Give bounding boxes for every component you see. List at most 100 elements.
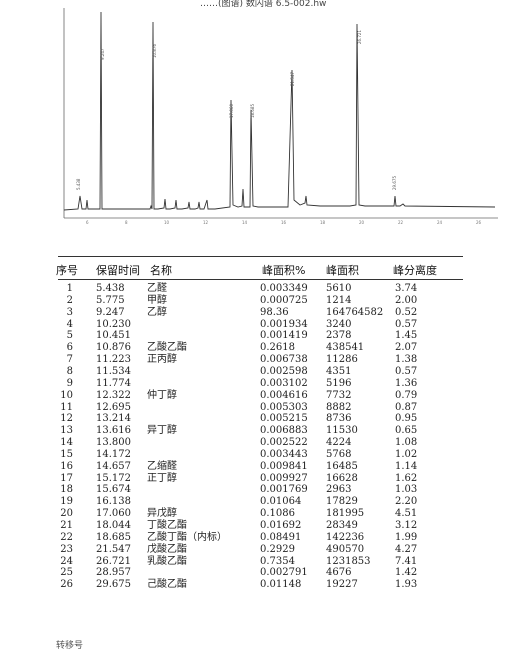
cell-area-pct: 0.006883 xyxy=(260,425,308,437)
cell-resolution: 2.20 xyxy=(395,496,418,508)
cell-no: 18 xyxy=(60,484,73,496)
table-row: 15 14.172 0.003443 5768 1.02 xyxy=(0,449,508,461)
cell-name: 乙缩醛 xyxy=(147,460,177,472)
cell-area: 5768 xyxy=(326,448,352,460)
svg-text:18: 18 xyxy=(320,220,326,225)
cell-retention-time: 15.674 xyxy=(96,484,131,496)
cell-resolution: 1.45 xyxy=(395,330,418,342)
cell-area-pct: 0.006738 xyxy=(260,354,308,366)
cell-area: 3240 xyxy=(326,318,352,330)
cell-no: 25 xyxy=(60,567,73,579)
svg-text:12: 12 xyxy=(203,220,209,225)
peak-label-3: 9.247 xyxy=(100,48,105,60)
cell-area-pct: 0.009841 xyxy=(260,460,308,472)
svg-text:22: 22 xyxy=(398,220,404,225)
cell-area: 11530 xyxy=(326,425,358,437)
table-row: 7 11.223 正丙醇 0.006738 11286 1.38 xyxy=(0,354,508,366)
col-header-area: 峰面积 xyxy=(326,264,359,277)
cell-name: 乙醇 xyxy=(147,306,167,318)
cell-name: 己酸乙酯 xyxy=(147,579,187,591)
cell-resolution: 1.36 xyxy=(395,377,418,389)
cell-retention-time: 13.214 xyxy=(96,413,131,425)
cell-no: 12 xyxy=(60,413,73,425)
cell-resolution: 0.57 xyxy=(395,365,418,377)
cell-area-pct: 0.005215 xyxy=(260,413,308,425)
cell-area-pct: 0.004616 xyxy=(260,389,308,401)
cell-retention-time: 11.534 xyxy=(96,365,131,377)
cell-resolution: 1.99 xyxy=(395,531,418,543)
footer-note: 转移号 xyxy=(56,641,84,651)
cell-area-pct: 0.001934 xyxy=(260,318,308,330)
cell-resolution: 7.41 xyxy=(395,555,418,567)
table-row: 14 13.800 0.002522 4224 1.08 xyxy=(0,437,508,449)
cell-resolution: 1.08 xyxy=(395,437,418,449)
cell-retention-time: 13.616 xyxy=(96,425,131,437)
table-row: 8 11.534 0.002598 4351 0.57 xyxy=(0,366,508,378)
table-row: 6 10.876 乙酸乙酯 0.2618 438541 2.07 xyxy=(0,342,508,354)
cell-retention-time: 21.547 xyxy=(96,543,131,555)
cell-resolution: 0.87 xyxy=(395,401,418,413)
cell-retention-time: 10.876 xyxy=(96,342,131,354)
x-ticks: 6 8 10 12 14 16 18 20 22 24 26 xyxy=(86,220,482,225)
table-row: 13 13.616 异丁醇 0.006883 11530 0.65 xyxy=(0,425,508,437)
cell-resolution: 1.02 xyxy=(395,448,418,460)
cell-area-pct: 0.003102 xyxy=(260,377,308,389)
chromatogram-header: ……(图谱) 数闪谱 6.5-002.hw xyxy=(200,0,326,9)
cell-name: 正丁醇 xyxy=(147,472,177,484)
cell-area: 17829 xyxy=(326,496,358,508)
cell-name: 乳酸乙酯 xyxy=(147,555,187,567)
cell-area: 11286 xyxy=(326,354,358,366)
cell-area: 8882 xyxy=(326,401,352,413)
cell-resolution: 2.00 xyxy=(395,294,418,306)
cell-no: 3 xyxy=(66,306,73,318)
cell-no: 5 xyxy=(66,330,73,342)
table-row: 20 17.060 异戊醇 0.1086 181995 4.51 xyxy=(0,508,508,520)
table-row: 11 12.695 0.005303 8882 0.87 xyxy=(0,402,508,414)
cell-area-pct: 0.002598 xyxy=(260,365,308,377)
cell-area: 5196 xyxy=(326,377,352,389)
cell-name: 戊酸乙酯 xyxy=(147,543,187,555)
cell-no: 24 xyxy=(60,555,73,567)
table-row: 21 18.044 丁酸乙酯 0.01692 28349 3.12 xyxy=(0,520,508,532)
cell-name: 乙酸丁酯（内标） xyxy=(147,531,227,543)
cell-retention-time: 11.774 xyxy=(96,377,131,389)
cell-retention-time: 18.044 xyxy=(96,520,131,531)
cell-retention-time: 10.230 xyxy=(96,318,131,330)
cell-retention-time: 12.322 xyxy=(96,389,131,401)
svg-text:14: 14 xyxy=(242,220,248,225)
cell-area-pct: 0.002791 xyxy=(260,567,308,579)
table-row: 17 15.172 正丁醇 0.009927 16628 1.62 xyxy=(0,473,508,485)
cell-area: 164764582 xyxy=(326,306,384,318)
cell-retention-time: 5.775 xyxy=(96,294,125,306)
cell-no: 4 xyxy=(66,318,73,330)
table-row: 24 26.721 乳酸乙酯 0.7354 1231853 7.41 xyxy=(0,556,508,568)
cell-resolution: 1.03 xyxy=(395,484,418,496)
cell-retention-time: 18.685 xyxy=(96,531,131,543)
cell-no: 22 xyxy=(60,531,73,543)
table-row: 9 11.774 0.003102 5196 1.36 xyxy=(0,378,508,390)
cell-name: 甲醇 xyxy=(147,294,167,306)
table-row: 12 13.214 0.005215 8736 0.95 xyxy=(0,413,508,425)
chromatogram-trace xyxy=(63,11,496,211)
cell-no: 23 xyxy=(60,543,73,555)
cell-name: 异丁醇 xyxy=(147,425,177,437)
cell-area: 1214 xyxy=(326,294,352,306)
cell-resolution: 2.07 xyxy=(395,342,418,354)
cell-area: 16485 xyxy=(326,460,358,472)
cell-area: 8736 xyxy=(326,413,352,425)
table-row: 23 21.547 戊酸乙酯 0.2929 490570 4.27 xyxy=(0,544,508,556)
cell-area: 2378 xyxy=(326,330,352,342)
table-row: 19 16.138 0.01064 17829 2.20 xyxy=(0,496,508,508)
cell-no: 8 xyxy=(66,365,73,377)
table-row: 16 14.657 乙缩醛 0.009841 16485 1.14 xyxy=(0,461,508,473)
svg-text:20: 20 xyxy=(359,220,365,225)
cell-no: 7 xyxy=(66,354,73,366)
cell-resolution: 3.74 xyxy=(395,283,418,294)
cell-area: 142236 xyxy=(326,531,365,543)
cell-resolution: 0.79 xyxy=(395,389,418,401)
cell-no: 21 xyxy=(60,520,73,531)
cell-area-pct: 0.002522 xyxy=(260,437,308,449)
cell-name: 丁酸乙酯 xyxy=(147,520,187,531)
cell-area-pct: 0.08491 xyxy=(260,531,302,543)
cell-area: 4676 xyxy=(326,567,352,579)
